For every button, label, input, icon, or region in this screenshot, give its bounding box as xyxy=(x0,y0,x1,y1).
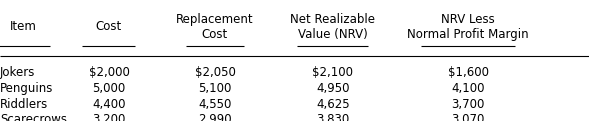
Text: $2,050: $2,050 xyxy=(194,66,236,79)
Text: $2,000: $2,000 xyxy=(88,66,130,79)
Text: Replacement
Cost: Replacement Cost xyxy=(176,13,254,41)
Text: 4,950: 4,950 xyxy=(316,82,349,95)
Text: Jokers: Jokers xyxy=(0,66,35,79)
Text: Scarecrows: Scarecrows xyxy=(0,113,67,121)
Text: 4,550: 4,550 xyxy=(198,98,231,111)
Text: 3,830: 3,830 xyxy=(316,113,349,121)
Text: Cost: Cost xyxy=(96,20,122,33)
Text: Riddlers: Riddlers xyxy=(0,98,48,111)
Text: 2,990: 2,990 xyxy=(198,113,232,121)
Text: $2,100: $2,100 xyxy=(312,66,353,79)
Text: $1,600: $1,600 xyxy=(448,66,489,79)
Text: 5,100: 5,100 xyxy=(198,82,231,95)
Text: 4,100: 4,100 xyxy=(452,82,485,95)
Text: Net Realizable
Value (NRV): Net Realizable Value (NRV) xyxy=(290,13,375,41)
Text: Penguins: Penguins xyxy=(0,82,54,95)
Text: 5,000: 5,000 xyxy=(92,82,125,95)
Text: 4,400: 4,400 xyxy=(92,98,125,111)
Text: 3,700: 3,700 xyxy=(452,98,485,111)
Text: Item: Item xyxy=(10,20,37,33)
Text: NRV Less
Normal Profit Margin: NRV Less Normal Profit Margin xyxy=(408,13,529,41)
Text: 4,625: 4,625 xyxy=(316,98,350,111)
Text: 3,200: 3,200 xyxy=(92,113,125,121)
Text: 3,070: 3,070 xyxy=(452,113,485,121)
